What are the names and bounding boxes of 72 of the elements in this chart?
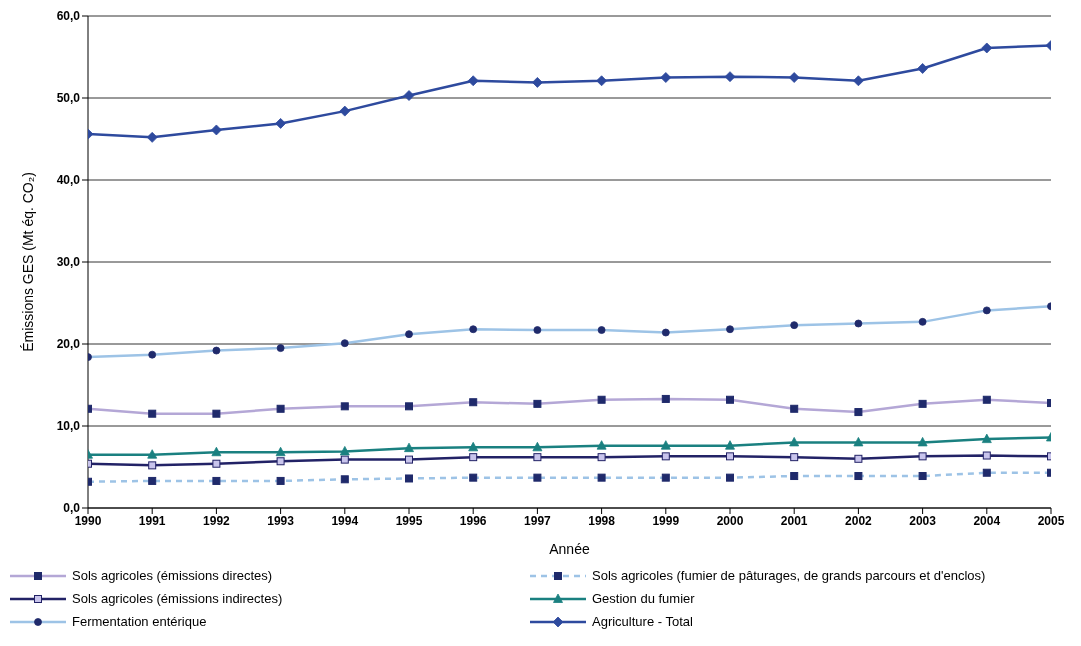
x-tick-label: 2000 xyxy=(716,513,744,528)
point xyxy=(982,451,991,460)
point xyxy=(339,105,351,117)
point xyxy=(596,75,607,87)
legend-label: Gestion du fumier xyxy=(592,591,695,606)
point xyxy=(788,72,800,83)
point xyxy=(661,452,670,461)
point xyxy=(918,452,927,461)
x-tick-label: 1999 xyxy=(652,513,680,528)
x-axis-title: Année xyxy=(549,541,590,557)
point xyxy=(404,442,414,453)
y-tick-label: 30,0 xyxy=(56,255,81,270)
legend-label: Sols agricoles (fumier de pâturages, de grands parcours et d'enclos) xyxy=(592,568,986,583)
point xyxy=(726,452,734,461)
point xyxy=(917,437,928,447)
point xyxy=(211,446,222,457)
point xyxy=(468,441,479,452)
y-axis-title: Émissions GES (Mt éq. CO₂) xyxy=(19,172,36,352)
x-tick-label: 2002 xyxy=(845,513,873,528)
point xyxy=(147,449,158,459)
point xyxy=(789,437,800,447)
point xyxy=(532,77,543,88)
point xyxy=(212,459,221,468)
legend-label: Sols agricoles (émissions directes) xyxy=(72,568,273,583)
point xyxy=(660,440,671,450)
point xyxy=(981,433,992,444)
point xyxy=(467,75,479,87)
x-tick-label: 1993 xyxy=(267,513,295,528)
point xyxy=(790,453,799,462)
y-tick-label: 40,0 xyxy=(56,173,81,188)
y-tick-label: 10,0 xyxy=(56,419,81,434)
point xyxy=(403,90,415,101)
legend-label: Sols agricoles (émissions indirectes) xyxy=(72,591,283,606)
x-tick-label: 2005 xyxy=(1037,513,1065,528)
legend-label: Agriculture - Total xyxy=(592,614,693,629)
x-tick-label: 1994 xyxy=(331,513,359,528)
point xyxy=(275,446,286,457)
point xyxy=(725,440,735,450)
point xyxy=(469,453,478,462)
point xyxy=(853,75,864,87)
x-tick-label: 1992 xyxy=(203,513,231,528)
point xyxy=(340,455,349,464)
point xyxy=(596,440,607,450)
x-tick-label: 2004 xyxy=(973,513,1001,528)
y-tick-label: 50,0 xyxy=(56,91,81,106)
point xyxy=(597,453,606,462)
y-tick-label: 0,0 xyxy=(63,501,81,516)
point xyxy=(660,72,672,83)
point xyxy=(405,455,413,464)
point xyxy=(917,63,928,74)
x-tick-label: 1995 xyxy=(395,513,423,528)
point xyxy=(148,461,157,470)
x-tick-label: 1996 xyxy=(459,513,487,528)
point xyxy=(339,446,350,456)
point xyxy=(533,453,542,462)
x-tick-label: 1998 xyxy=(588,513,616,528)
x-tick-label: 1990 xyxy=(74,513,102,528)
x-tick-label: 1997 xyxy=(524,513,552,528)
point xyxy=(724,71,736,83)
x-tick-label: 2001 xyxy=(780,513,808,528)
point xyxy=(275,118,286,129)
y-tick-label: 20,0 xyxy=(56,337,81,352)
point xyxy=(532,441,543,452)
point xyxy=(146,131,158,143)
point xyxy=(276,457,285,466)
x-tick-label: 2003 xyxy=(909,513,937,528)
x-tick-label: 1991 xyxy=(138,513,166,528)
y-tick-label: 60,0 xyxy=(56,9,81,24)
point xyxy=(854,454,863,463)
point xyxy=(211,124,222,136)
point xyxy=(853,437,864,447)
legend-label: Fermentation entérique xyxy=(72,614,207,629)
